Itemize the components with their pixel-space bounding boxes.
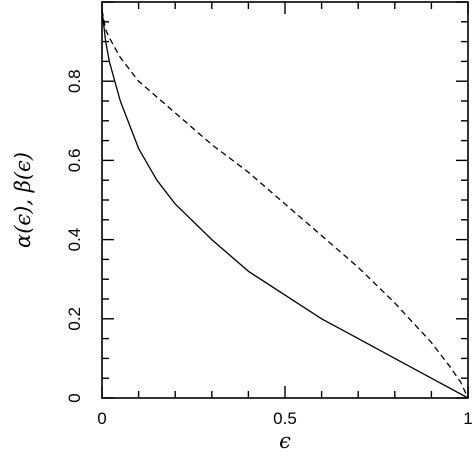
y-tick-label: 0.8	[65, 69, 84, 93]
y-axis-title: α(ϵ), β(ϵ)	[11, 152, 35, 248]
y-tick-label: 0.6	[65, 149, 84, 173]
y-tick-label: 0.4	[65, 228, 84, 252]
x-tick-label: 1	[463, 409, 472, 428]
y-tick-label: 0.2	[65, 307, 84, 331]
plot-frame	[101, 1, 469, 399]
tick-labels: 0 0.5 1 0 0.2 0.4 0.6 0.8	[65, 69, 473, 428]
y-tick-label: 0	[65, 393, 84, 402]
series-layer	[101, 9, 469, 399]
x-tick-label: 0.5	[273, 409, 297, 428]
x-axis-title: ϵ	[279, 429, 291, 453]
series-line-dashed	[101, 9, 469, 399]
series-line-solid	[101, 9, 469, 399]
x-tick-label: 0	[97, 409, 106, 428]
tick-marks	[101, 1, 469, 399]
